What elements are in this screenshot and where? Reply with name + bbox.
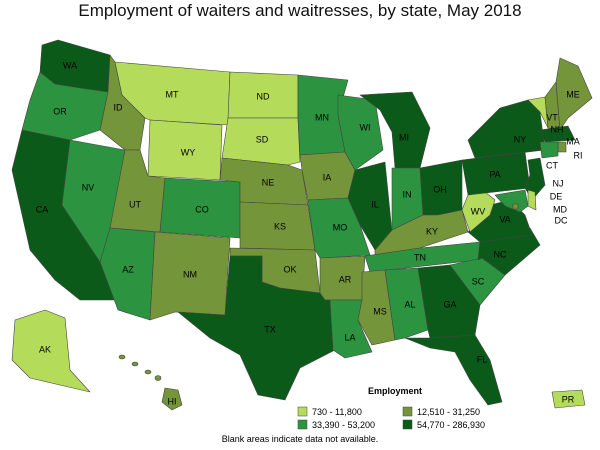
legend-label-2: 12,510 - 31,250 (417, 407, 480, 417)
legend: Employment 730 - 11,800 12,510 - 31,250 … (297, 386, 485, 430)
state-label-la: LA (344, 332, 355, 342)
state-label-nj: NJ (553, 178, 564, 188)
state-sd (221, 117, 301, 166)
state-label-ms: MS (373, 306, 387, 316)
state-label-ak: AK (39, 344, 51, 354)
map-title: Employment of waiters and waitresses, by… (78, 1, 522, 20)
state-label-oh: OH (433, 184, 447, 194)
state-label-de: DE (550, 191, 563, 201)
state-label-or: OR (53, 106, 67, 116)
state-label-md: MD (553, 204, 567, 214)
state-ct (539, 141, 559, 159)
state-label-nm: NM (183, 269, 197, 279)
state-md (494, 189, 529, 213)
state-label-mn: MN (315, 112, 329, 122)
state-label-tn: TN (414, 252, 426, 262)
state-label-nv: NV (82, 182, 95, 192)
state-hi (161, 387, 183, 411)
state-tx (177, 255, 336, 401)
state-label-mt: MT (166, 89, 179, 99)
state-label-ut: UT (129, 199, 141, 209)
state-label-vt: VT (546, 112, 558, 122)
state-label-ny: NY (514, 134, 527, 144)
legend-label-1: 730 - 11,800 (312, 407, 362, 417)
state-label-pr: PR (562, 394, 575, 404)
state-label-hi: HI (168, 396, 177, 406)
state-label-tx: TX (264, 324, 276, 334)
state-label-ca: CA (36, 204, 49, 214)
state-fl (404, 334, 503, 406)
legend-swatch-4 (402, 419, 413, 430)
state-label-ar: AR (339, 274, 352, 284)
state-label-nh: NH (551, 124, 564, 134)
state-label-il: IL (371, 199, 379, 209)
state-label-az: AZ (122, 264, 134, 274)
state-label-fl: FL (477, 354, 488, 364)
state-ma (539, 125, 576, 143)
hawaii-island-oahu (131, 361, 139, 367)
legend-title: Employment (368, 386, 422, 396)
state-al (384, 267, 429, 341)
hawaii-island-molokai (144, 369, 152, 375)
state-dc (512, 203, 519, 210)
state-label-dc: DC (555, 215, 568, 225)
state-label-ct: CT (546, 160, 558, 170)
legend-label-3: 33,390 - 53,200 (312, 420, 375, 430)
legend-swatch-3 (297, 419, 308, 430)
state-label-ri: RI (574, 150, 583, 160)
state-ny (467, 99, 546, 159)
state-label-me: ME (566, 89, 580, 99)
state-label-wy: WY (181, 147, 196, 157)
legend-swatch-2 (402, 406, 413, 417)
state-az (99, 227, 156, 321)
state-label-va: VA (499, 214, 510, 224)
state-label-mi: MI (399, 132, 409, 142)
state-label-nc: NC (494, 249, 507, 259)
state-label-ma: MA (566, 136, 580, 146)
hawaii-island-kauai (118, 354, 126, 360)
state-label-id: ID (114, 102, 124, 112)
state-pr (551, 389, 586, 409)
state-label-sd: SD (256, 134, 269, 144)
state-label-wv: WV (471, 206, 486, 216)
state-label-sc: SC (472, 276, 485, 286)
state-label-ia: IA (323, 172, 332, 182)
state-label-nd: ND (257, 91, 270, 101)
state-label-al: AL (404, 299, 415, 309)
legend-label-4: 54,770 - 286,930 (417, 420, 485, 430)
state-ri (557, 141, 567, 153)
hawaii-island-maui (154, 375, 162, 381)
state-label-in: IN (403, 189, 412, 199)
state-label-ne: NE (262, 177, 275, 187)
us-choropleth-map: WA OR CA NV ID MT WY UT AZ CO NM ND SD NE KS OK TX MN IA MO… (11, 39, 593, 430)
state-label-ky: KY (426, 226, 438, 236)
state-label-ga: GA (443, 299, 456, 309)
state-label-ks: KS (274, 221, 286, 231)
state-label-pa: PA (489, 169, 500, 179)
state-label-wi: WI (360, 122, 371, 132)
state-label-wa: WA (63, 60, 77, 70)
legend-swatch-1 (297, 406, 308, 417)
state-label-mo: MO (333, 222, 348, 232)
state-ak (11, 309, 91, 393)
footnote: Blank areas indicate data not available. (221, 434, 379, 444)
state-label-co: CO (195, 204, 209, 214)
state-label-ok: OK (283, 264, 296, 274)
state-de (527, 189, 537, 211)
